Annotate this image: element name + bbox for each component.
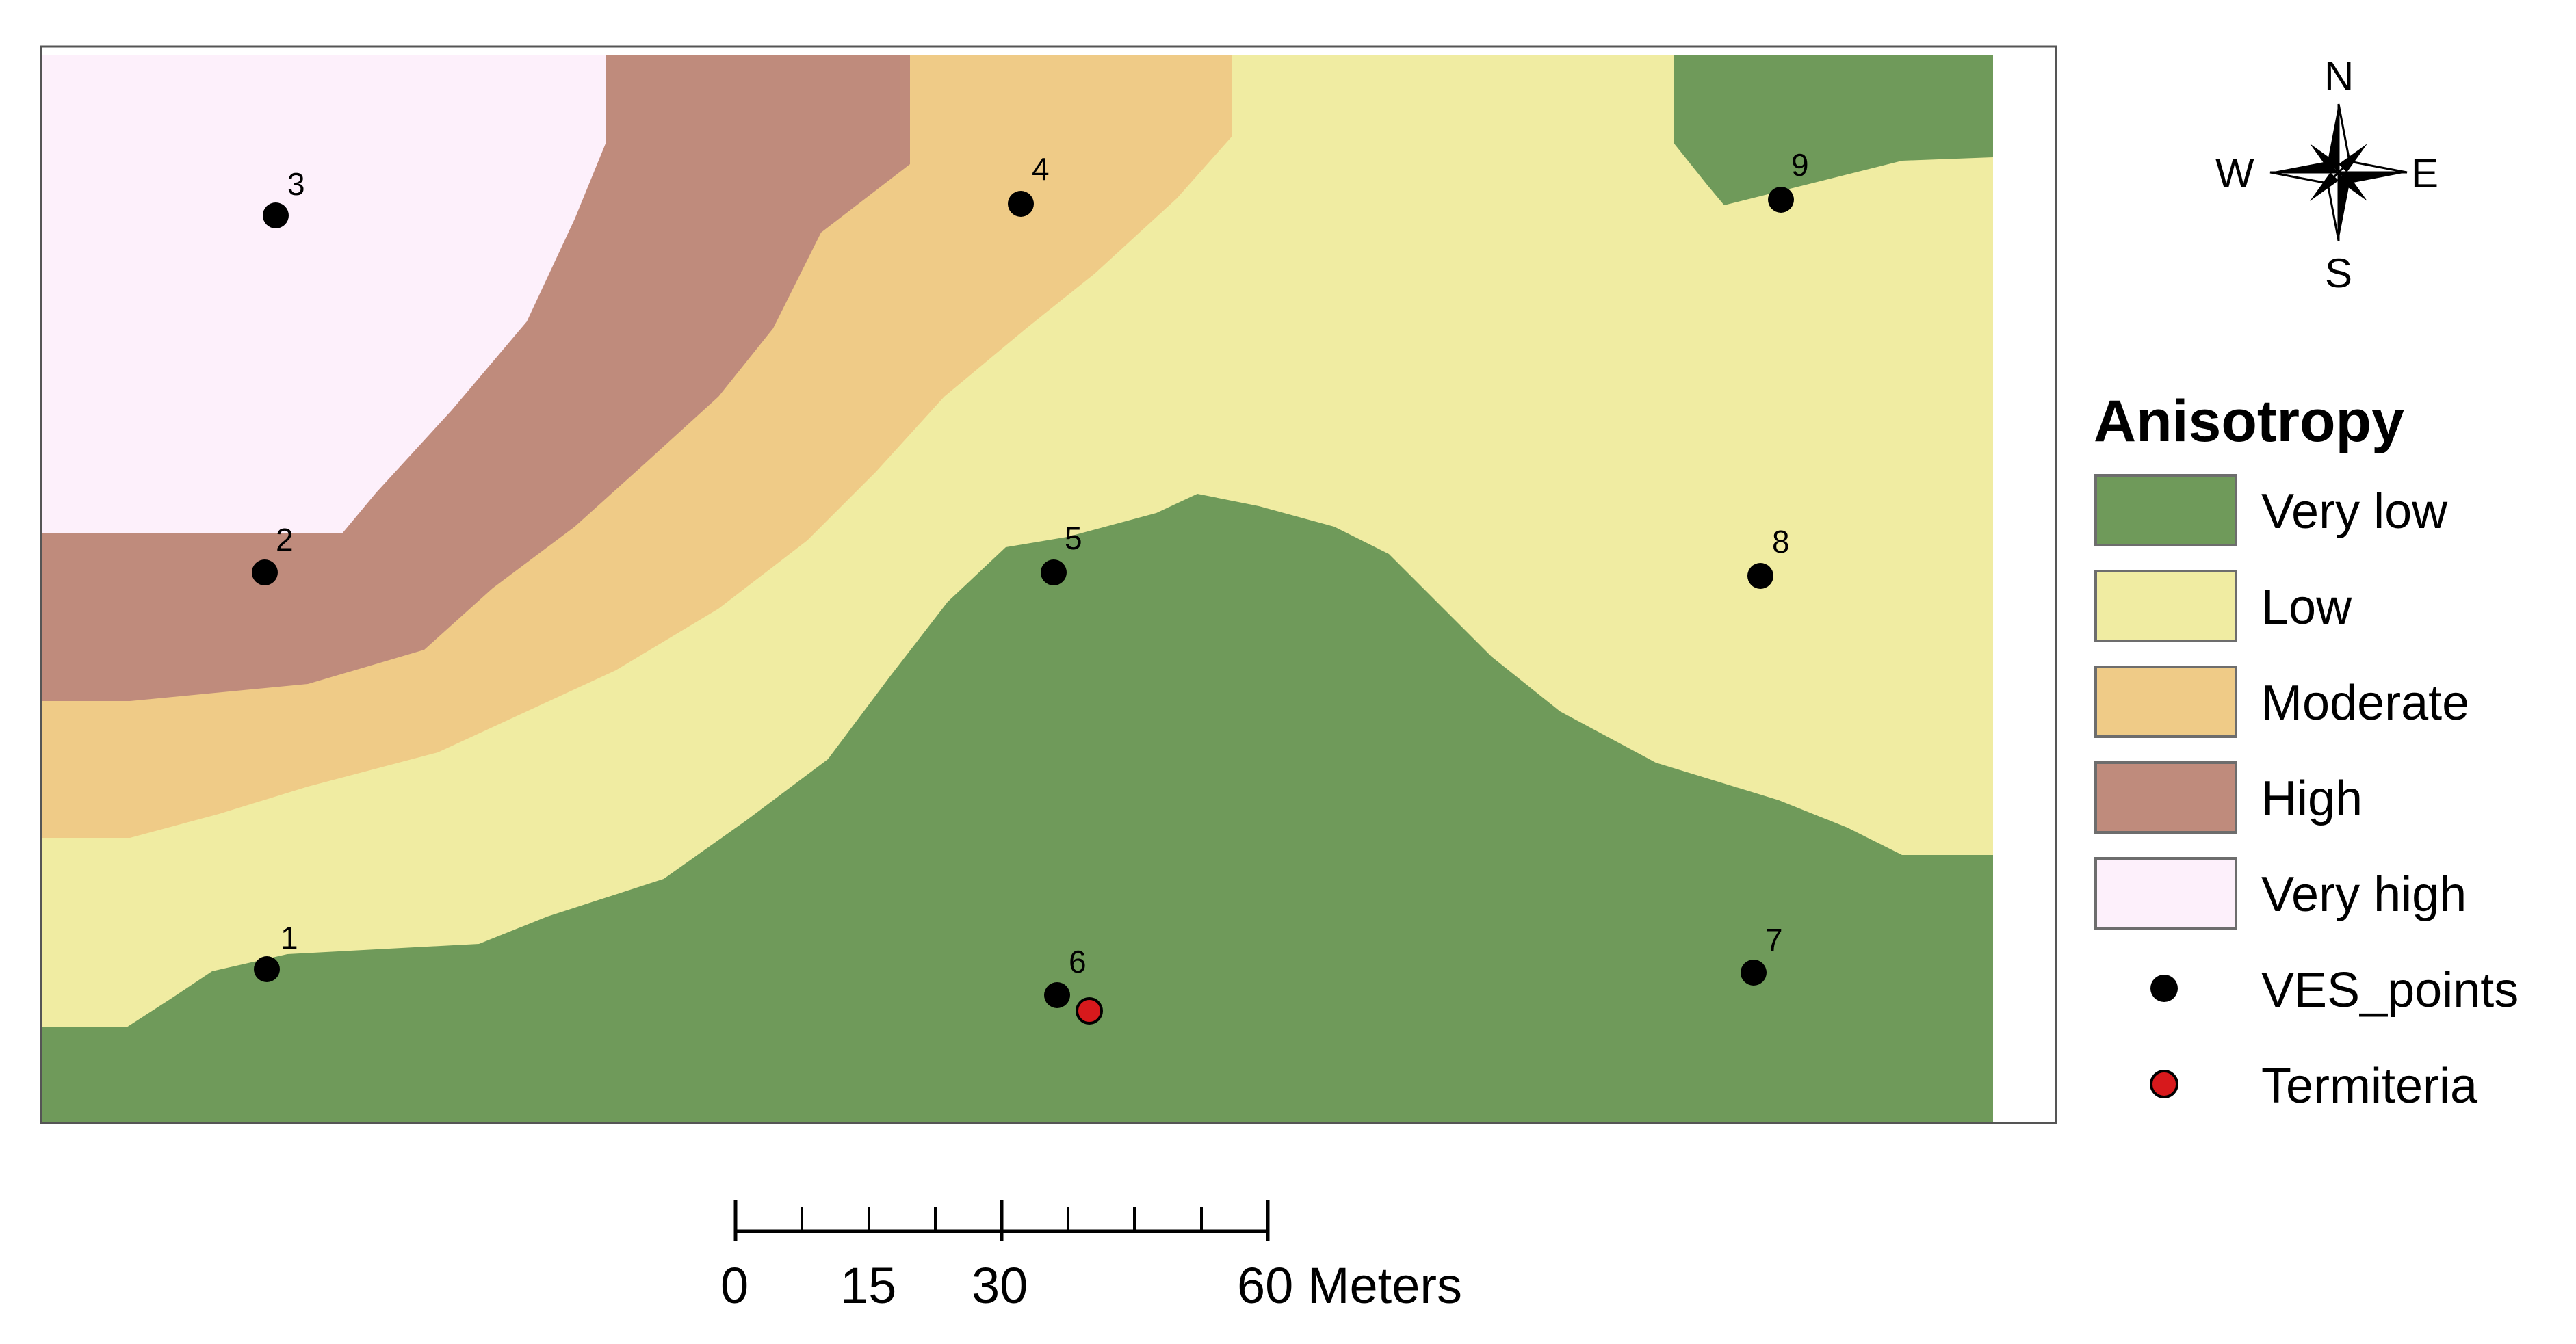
ves-point-3[interactable] <box>263 202 289 228</box>
ves-point-9[interactable] <box>1768 187 1794 213</box>
ves-point-6[interactable] <box>1044 982 1070 1008</box>
ves-point-label-2: 2 <box>276 522 294 557</box>
legend-termiteria-symbol <box>2150 1070 2178 1098</box>
ves-point-label-8: 8 <box>1772 524 1790 559</box>
legend-label-very-low: Very low <box>2261 484 2448 539</box>
legend-label-moderate: Moderate <box>2261 676 2469 730</box>
ves-point-label-7: 7 <box>1765 922 1783 958</box>
legend: Anisotropy Very low Low Moderate High Ve… <box>2094 388 2519 1114</box>
map-border <box>40 45 2057 1124</box>
ves-point-1[interactable] <box>254 956 280 982</box>
zone-very-low-south <box>41 494 1993 1123</box>
compass-west-label: W <box>2215 150 2254 196</box>
legend-ves-symbol <box>2150 975 2178 1002</box>
legend-swatch-low <box>2094 570 2237 642</box>
map-right-margin <box>1993 48 2055 1122</box>
zone-very-low-northeast <box>1674 55 1993 205</box>
legend-label-ves-points: VES_points <box>2261 963 2519 1018</box>
ves-point-label-4: 4 <box>1032 151 1050 187</box>
ves-point-8[interactable] <box>1747 563 1773 589</box>
ves-points-layer: 1 2 3 4 5 6 7 8 9 <box>252 147 1809 1025</box>
compass-south-label: S <box>2325 250 2352 296</box>
north-arrow: N S E W <box>2215 53 2438 296</box>
legend-label-high: High <box>2261 772 2363 826</box>
scale-label-60-meters: 60 Meters <box>1237 1257 1462 1314</box>
legend-swatch-very-low <box>2094 474 2237 546</box>
legend-swatch-high <box>2094 761 2237 834</box>
ves-point-5[interactable] <box>1041 559 1067 585</box>
legend-title: Anisotropy <box>2094 388 2404 454</box>
ves-point-label-9: 9 <box>1791 147 1809 183</box>
legend-swatch-moderate <box>2094 666 2237 738</box>
compass-north-label: N <box>2324 53 2354 99</box>
scale-bar: 0 15 30 60 Meters <box>720 1200 1462 1314</box>
ves-point-label-1: 1 <box>281 920 298 956</box>
compass-east-label: E <box>2411 150 2438 196</box>
scale-label-30: 30 <box>972 1257 1028 1314</box>
legend-label-low: Low <box>2261 580 2352 635</box>
ves-point-7[interactable] <box>1741 960 1767 986</box>
legend-label-termiteria: Termiteria <box>2261 1059 2478 1114</box>
zone-very-high <box>41 55 606 533</box>
termiteria-point[interactable] <box>1076 997 1103 1025</box>
scale-label-15: 15 <box>840 1257 896 1314</box>
ves-point-4[interactable] <box>1008 191 1034 217</box>
ves-point-label-6: 6 <box>1069 944 1087 979</box>
ves-point-label-3: 3 <box>287 166 305 202</box>
legend-label-very-high: Very high <box>2261 867 2467 922</box>
ves-point-2[interactable] <box>252 559 278 585</box>
compass-star-icon <box>2269 103 2408 241</box>
ves-point-label-5: 5 <box>1065 521 1082 556</box>
map-frame <box>40 45 2057 1124</box>
legend-swatch-very-high <box>2094 857 2237 930</box>
scale-label-0: 0 <box>720 1257 749 1314</box>
